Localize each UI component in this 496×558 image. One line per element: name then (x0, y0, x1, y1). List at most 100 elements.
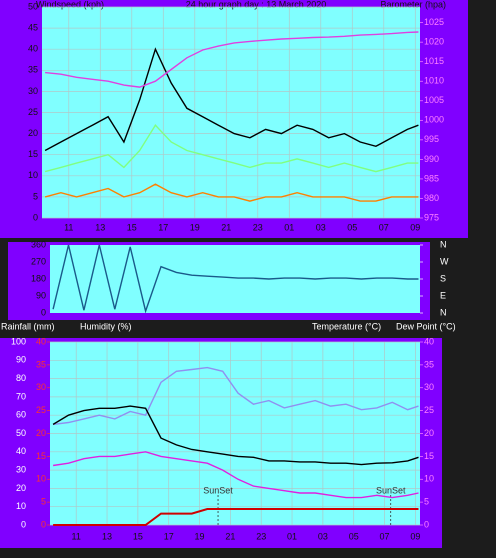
y3-tick-label: 15 (36, 451, 46, 461)
y-tick-label: 50 (28, 1, 38, 11)
chart-title: 24 hour graph day : 13 March 2020 (186, 0, 327, 9)
y-tick-label: 10 (28, 170, 38, 180)
data-line (44, 183, 419, 202)
legend-label: Temperature (°C) (312, 321, 381, 331)
y2-tick-label: 1000 (424, 115, 444, 125)
y-tick-label: 10 (16, 501, 26, 511)
y-tick-label: 0 (33, 212, 38, 222)
y-tick-label: 35 (28, 65, 38, 75)
x-tick-label: 05 (349, 531, 359, 541)
y2-tick-label: 35 (424, 359, 434, 369)
x-tick-label: 09 (410, 222, 420, 232)
data-line (52, 244, 419, 314)
x-tick-label: 11 (72, 531, 81, 541)
x-tick-label: 07 (379, 222, 389, 232)
x-tick-label: 11 (64, 222, 73, 232)
y2-tick-label: 1005 (424, 95, 444, 105)
y3-tick-label: 40 (36, 336, 46, 346)
x-tick-label: 15 (127, 222, 137, 232)
y2-tick-label: 985 (424, 173, 439, 183)
annotation: SunSet (376, 485, 406, 495)
data-line (44, 124, 419, 173)
y2-tick-label: 0 (424, 519, 429, 529)
x-tick-label: 01 (284, 222, 294, 232)
y-axis-label: Windspeed (kph) (36, 0, 104, 9)
y-tick-label: 5 (33, 191, 38, 201)
y3-tick-label: 10 (36, 474, 46, 484)
y-tick-label: 0 (21, 519, 26, 529)
y-tick-label: 90 (16, 355, 26, 365)
y2-tick-label: W (440, 256, 449, 266)
x-tick-label: 01 (287, 531, 297, 541)
y-tick-label: 40 (16, 446, 26, 456)
legend-label: Humidity (%) (80, 321, 132, 331)
y-tick-label: 30 (16, 464, 26, 474)
y3-tick-label: 0 (41, 519, 46, 529)
x-tick-label: 19 (190, 222, 200, 232)
y-tick-label: 100 (11, 336, 26, 346)
y-tick-label: 30 (28, 86, 38, 96)
y-tick-label: 25 (28, 107, 38, 117)
x-tick-label: 03 (318, 531, 328, 541)
x-tick-label: 13 (95, 222, 105, 232)
x-tick-label: 21 (221, 222, 231, 232)
x-tick-label: 23 (253, 222, 263, 232)
x-tick-label: 17 (158, 222, 168, 232)
y2-tick-label: 15 (424, 451, 434, 461)
y2-tick-label: 980 (424, 193, 439, 203)
y-tick-label: 80 (16, 373, 26, 383)
y2-tick-label: N (440, 307, 447, 317)
y2-tick-label: S (440, 273, 446, 283)
data-line (53, 508, 419, 526)
y-tick-label: 0 (41, 307, 46, 317)
legend-label: Rainfall (mm) (1, 321, 55, 331)
y3-tick-label: 20 (36, 428, 46, 438)
y3-tick-label: 25 (36, 405, 46, 415)
y3-tick-label: 35 (36, 359, 46, 369)
y-tick-label: 40 (28, 44, 38, 54)
y-tick-label: 45 (28, 22, 38, 32)
y2-tick-label: E (440, 290, 446, 300)
y-tick-label: 60 (16, 410, 26, 420)
y-tick-label: 70 (16, 391, 26, 401)
y-tick-label: 270 (31, 256, 46, 266)
x-tick-label: 03 (316, 222, 326, 232)
y2-tick-label: N (440, 239, 447, 249)
x-tick-label: 13 (102, 531, 112, 541)
y2-tick-label: 1015 (424, 56, 444, 66)
y2-tick-label: 975 (424, 212, 439, 222)
y-tick-label: 20 (16, 483, 26, 493)
y2-tick-label: 5 (424, 497, 429, 507)
y-tick-label: 180 (31, 273, 46, 283)
y2-axis-label: Barometer (hpa) (380, 0, 446, 9)
legend-label: Dew Point (°C) (396, 321, 456, 331)
y2-tick-label: 990 (424, 154, 439, 164)
y3-tick-label: 5 (41, 497, 46, 507)
x-tick-label: 17 (164, 531, 174, 541)
data-line (45, 31, 419, 88)
x-tick-label: 21 (225, 531, 235, 541)
y2-tick-label: 10 (424, 474, 434, 484)
x-tick-label: 23 (256, 531, 266, 541)
y3-tick-label: 30 (36, 382, 46, 392)
y-tick-label: 90 (36, 290, 46, 300)
x-tick-label: 07 (380, 531, 390, 541)
x-tick-label: 05 (347, 222, 357, 232)
data-line (53, 366, 419, 426)
x-tick-label: 15 (133, 531, 143, 541)
x-tick-label: 09 (410, 531, 420, 541)
y-tick-label: 50 (16, 428, 26, 438)
x-tick-label: 19 (195, 531, 205, 541)
y-tick-label: 360 (31, 239, 46, 249)
y2-tick-label: 40 (424, 336, 434, 346)
y-tick-label: 15 (28, 149, 38, 159)
data-line (52, 405, 419, 466)
y2-tick-label: 20 (424, 428, 434, 438)
data-line (52, 451, 419, 499)
y2-tick-label: 30 (424, 382, 434, 392)
y2-tick-label: 1020 (424, 37, 444, 47)
y2-tick-label: 25 (424, 405, 434, 415)
y2-tick-label: 1025 (424, 17, 444, 27)
